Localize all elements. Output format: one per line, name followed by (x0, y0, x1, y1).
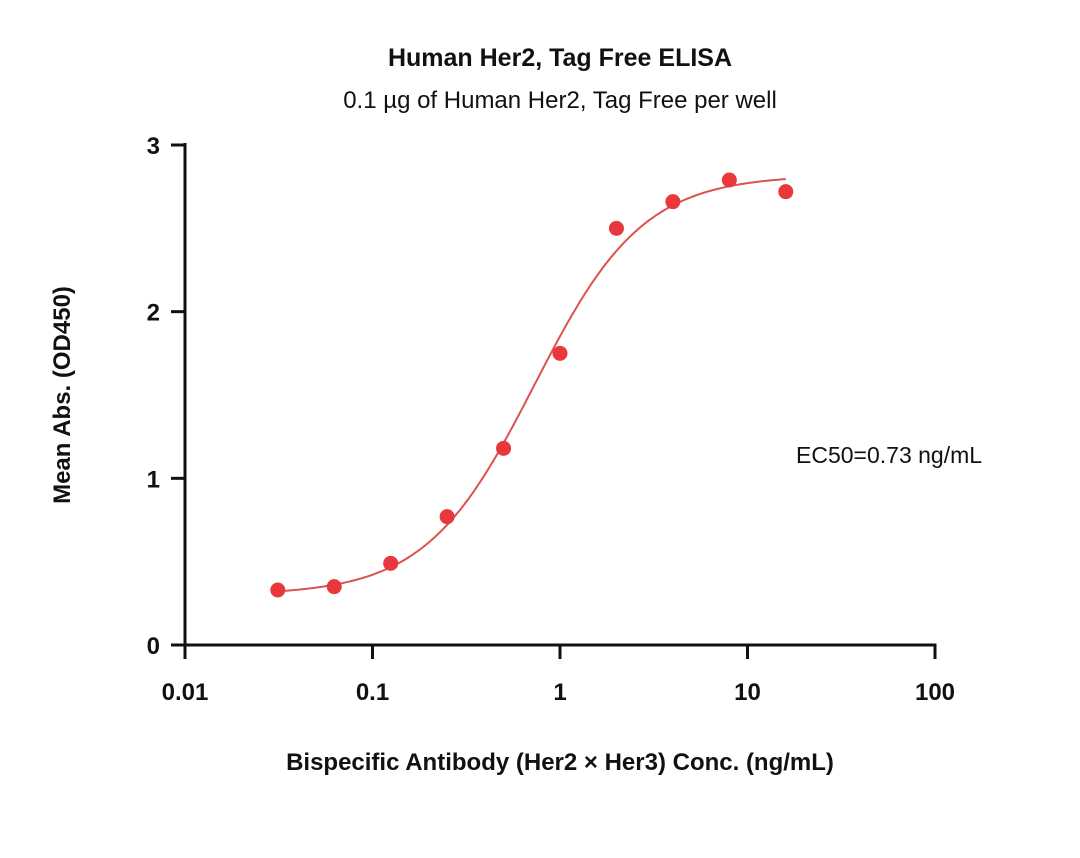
data-point (721, 172, 737, 188)
x-axis-label: Bispecific Antibody (Her2 × Her3) Conc. … (286, 749, 834, 776)
chart-subtitle: 0.1 µg of Human Her2, Tag Free per well (343, 87, 777, 114)
x-tick-label: 10 (734, 679, 761, 706)
data-point (270, 582, 286, 598)
data-point (496, 440, 512, 456)
data-point (778, 184, 794, 200)
x-tick-label: 100 (915, 679, 955, 706)
ec50-annotation: EC50=0.73 ng/mL (796, 442, 982, 468)
chart-title: Human Her2, Tag Free ELISA (388, 44, 732, 72)
y-tick-label: 0 (147, 633, 160, 660)
fit-curve (277, 178, 786, 593)
y-tick-label: 1 (147, 466, 160, 493)
x-tick-label: 1 (553, 679, 566, 706)
data-point (552, 345, 568, 361)
data-point (326, 579, 342, 595)
data-point (665, 194, 681, 210)
y-tick-label: 2 (147, 300, 160, 327)
x-tick-label: 0.01 (162, 679, 209, 706)
x-tick-label: 0.1 (356, 679, 389, 706)
data-point (608, 220, 624, 236)
data-point (383, 555, 399, 571)
data-points (270, 172, 794, 598)
y-axis-label: Mean Abs. (OD450) (49, 286, 76, 504)
y-tick-label: 3 (147, 133, 160, 160)
axes: 0.01 0.1 1 10 100 0 1 2 3 (147, 133, 955, 706)
data-point (439, 509, 455, 525)
